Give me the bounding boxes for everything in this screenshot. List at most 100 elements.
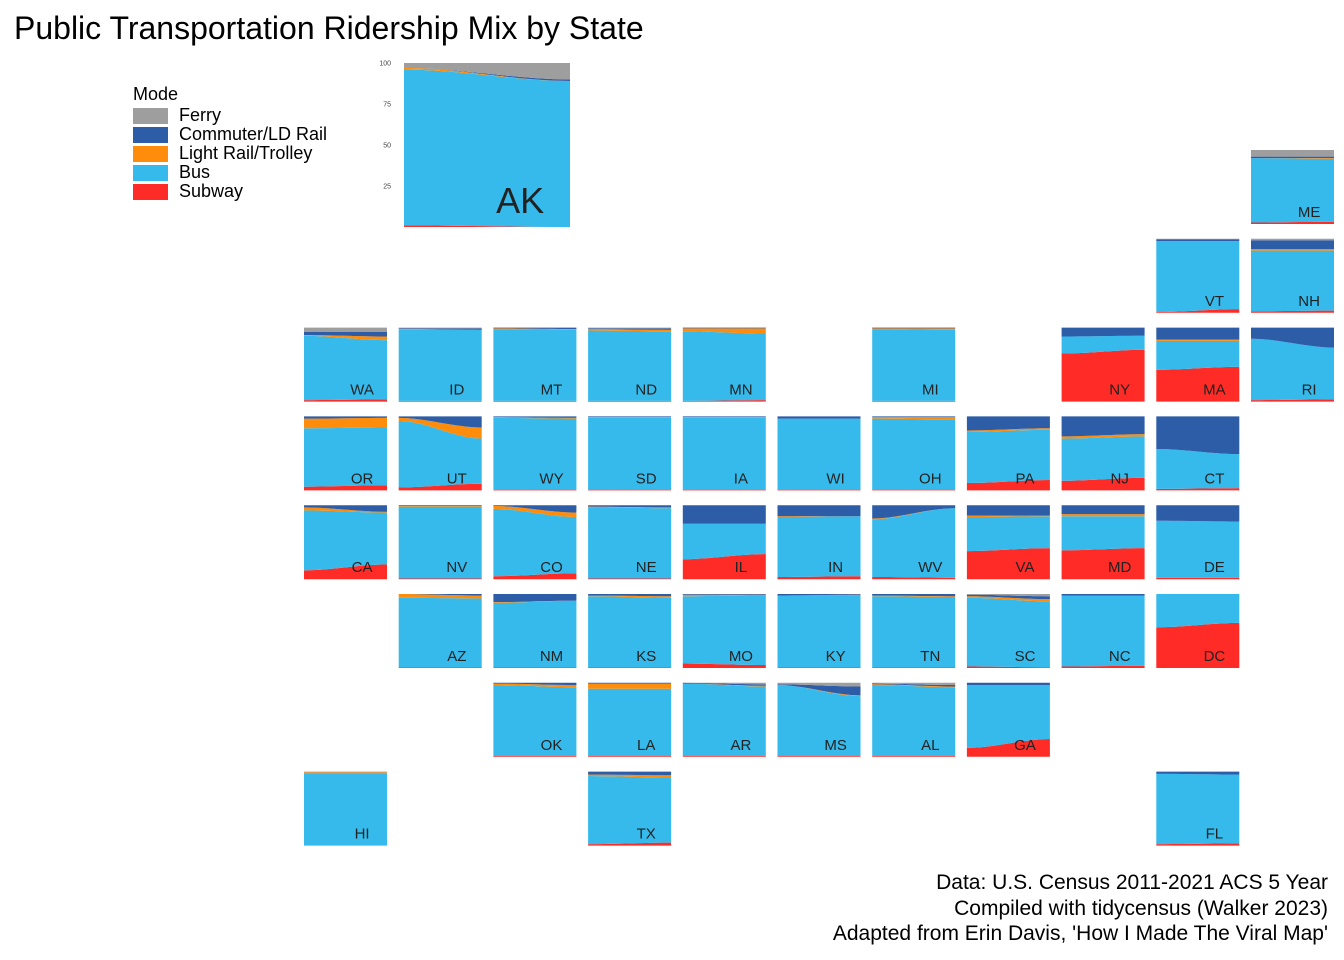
area-tx-subway <box>588 842 672 846</box>
state-tile-nm: NM <box>493 594 577 668</box>
caption-line-data-source: Data: U.S. Census 2011-2021 ACS 5 Year <box>936 871 1328 894</box>
area-or-commuter-ld-rail <box>304 416 387 419</box>
area-sd-light-rail-trolley <box>588 417 672 418</box>
area-ar-light-rail-trolley <box>682 683 766 687</box>
area-mt-commuter-ld-rail <box>493 327 577 330</box>
state-tile-ks: KS <box>588 594 672 668</box>
legend-label-bus: Bus <box>179 162 211 182</box>
area-wa-bus <box>304 335 387 401</box>
state-label-in: IN <box>828 559 843 576</box>
area-la-light-rail-trolley <box>588 683 672 689</box>
state-tile-sd: SD <box>588 416 672 491</box>
area-me-bus <box>1251 158 1334 223</box>
ak-y-tick-label: 50 <box>383 143 391 150</box>
state-label-sd: SD <box>636 470 657 487</box>
state-label-sc: SC <box>1015 648 1036 665</box>
area-me-light-rail-trolley <box>1251 158 1334 159</box>
area-wy-bus <box>493 417 577 490</box>
area-wy-light-rail-trolley <box>493 417 577 419</box>
area-mo-subway <box>682 663 766 668</box>
state-label-va: VA <box>1016 559 1035 576</box>
state-tile-az: AZ <box>398 594 482 668</box>
legend-label-light-rail: Light Rail/Trolley <box>179 143 313 163</box>
area-me-commuter-ld-rail <box>1251 156 1334 159</box>
area-wv-light-rail-trolley <box>872 508 956 520</box>
area-mi-light-rail-trolley <box>872 328 956 330</box>
area-pa-commuter-ld-rail <box>966 416 1050 431</box>
legend-swatch-bus <box>133 164 168 181</box>
state-label-ma: MA <box>1203 382 1226 399</box>
area-de-bus <box>1156 520 1240 578</box>
state-label-nd: ND <box>635 382 657 399</box>
area-az-light-rail-trolley <box>398 594 482 599</box>
area-nj-light-rail-trolley <box>1061 434 1145 439</box>
state-tile-de: DE <box>1156 505 1240 580</box>
state-tile-nj: NJ <box>1061 416 1145 491</box>
state-tile-vt: VT <box>1156 238 1240 313</box>
area-id-subway <box>398 400 482 402</box>
area-wy-subway <box>493 489 577 491</box>
area-ne-commuter-ld-rail <box>588 505 672 508</box>
area-id-commuter-ld-rail <box>398 328 482 330</box>
state-tile-sc: SC <box>966 594 1050 668</box>
area-wa-commuter-ld-rail <box>304 332 387 337</box>
area-tn-bus <box>872 596 956 668</box>
area-nc-commuter-ld-rail <box>1061 594 1145 596</box>
area-in-subway <box>777 576 861 580</box>
area-tn-light-rail-trolley <box>872 595 956 597</box>
area-ms-subway <box>777 756 861 757</box>
area-va-subway <box>966 548 1050 580</box>
state-tile-ok: OK <box>493 682 577 757</box>
area-ny-commuter-ld-rail <box>1061 327 1145 337</box>
state-tile-mn: MN <box>682 327 766 402</box>
area-mo-bus <box>682 595 766 666</box>
legend-label-ferry: Ferry <box>179 105 221 125</box>
area-sd-subway <box>588 489 672 491</box>
area-ma-commuter-ld-rail <box>1156 327 1240 340</box>
area-wa-ferry <box>304 327 387 333</box>
area-nj-commuter-ld-rail <box>1061 416 1145 437</box>
area-ia-subway <box>682 489 766 491</box>
area-mt-bus <box>493 329 577 401</box>
state-label-ms: MS <box>824 737 847 754</box>
legend-label-subway: Subway <box>179 181 244 201</box>
state-label-ri: RI <box>1302 382 1317 399</box>
area-mt-subway <box>493 400 577 402</box>
area-ia-bus <box>682 417 766 490</box>
state-tile-oh: OH <box>872 416 956 491</box>
state-tile-or: OR <box>304 416 387 491</box>
area-az-commuter-ld-rail <box>398 594 482 596</box>
area-mn-commuter-ld-rail <box>682 327 766 329</box>
state-label-ne: NE <box>636 559 657 576</box>
area-ma-subway <box>1156 366 1240 402</box>
area-ky-commuter-ld-rail <box>777 594 861 596</box>
area-ut-subway <box>398 483 482 491</box>
state-label-nj: NJ <box>1111 470 1129 487</box>
area-ga-bus <box>966 685 1050 748</box>
area-or-light-rail-trolley <box>304 417 387 429</box>
area-ct-commuter-ld-rail <box>1156 416 1240 455</box>
area-ks-subway <box>588 667 672 668</box>
area-ak-bus <box>404 69 570 227</box>
state-label-nh: NH <box>1298 293 1320 310</box>
state-label-ar: AR <box>730 737 751 754</box>
area-mi-commuter-ld-rail <box>872 327 956 329</box>
state-tile-ia: IA <box>682 416 766 491</box>
area-in-light-rail-trolley <box>777 516 861 518</box>
area-ar-subway <box>682 756 766 757</box>
area-de-commuter-ld-rail <box>1156 505 1240 522</box>
area-pa-bus <box>966 429 1050 483</box>
state-label-vt: VT <box>1205 293 1224 310</box>
area-mo-commuter-ld-rail <box>682 594 766 595</box>
area-tx-light-rail-trolley <box>588 774 672 778</box>
area-ms-bus <box>777 685 861 757</box>
area-wy-commuter-ld-rail <box>493 416 577 418</box>
area-nd-light-rail-trolley <box>588 329 672 332</box>
area-sc-bus <box>966 597 1050 668</box>
area-va-light-rail-trolley <box>966 515 1050 518</box>
area-wi-bus <box>777 418 861 490</box>
state-tile-nv: NV <box>398 505 482 580</box>
area-fl-commuter-ld-rail <box>1156 771 1240 775</box>
area-la-commuter-ld-rail <box>588 682 672 684</box>
